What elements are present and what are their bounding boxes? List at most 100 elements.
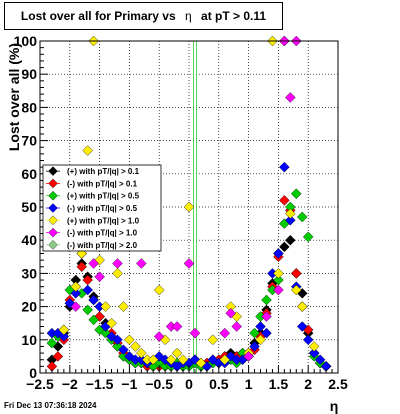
y-tick-label: 90	[21, 66, 37, 82]
data-point-s5	[94, 271, 105, 283]
data-point-s3	[285, 214, 296, 226]
data-point-s3	[314, 354, 326, 366]
data-point-s3	[82, 284, 93, 296]
data-point-s4	[285, 208, 296, 219]
data-point-s4	[130, 341, 141, 352]
legend-label: (+) with pT/|q| > 0.1	[67, 167, 140, 176]
x-tick-label: 2.5	[328, 376, 348, 392]
data-point-s1	[290, 268, 302, 279]
data-point-s4	[296, 301, 308, 312]
data-point-s5	[225, 307, 237, 319]
data-point-s2	[302, 231, 314, 243]
data-point-s2	[296, 211, 308, 223]
data-point-s5	[189, 327, 201, 339]
legend-label: (+) with pT/|q| > 1.0	[67, 216, 140, 225]
x-tick-label: −1.5	[86, 376, 114, 392]
x-axis-title: η	[330, 398, 339, 414]
data-point-s0	[279, 241, 290, 253]
data-point-s5	[183, 258, 195, 269]
data-point-s3	[255, 321, 266, 332]
y-tick-label: 100	[14, 33, 38, 49]
data-point-s3	[273, 248, 284, 259]
y-tick-label: 0	[29, 365, 37, 381]
data-point-s3	[249, 341, 260, 352]
data-point-s4	[195, 357, 207, 369]
data-point-s4	[171, 347, 183, 359]
x-tick-label: 0.5	[209, 376, 229, 392]
data-point-s4	[153, 284, 165, 296]
data-point-s5	[153, 331, 165, 342]
axes: −2.5 −2 −1.5 −1 −0.5 0 0.5 1 1.5 2 2.5 0 10 20 30 40 50 6…	[6, 33, 348, 414]
y-tick-label: 70	[21, 133, 37, 149]
y-tick-label: 30	[21, 265, 37, 281]
x-tick-label: −1	[121, 376, 137, 392]
data-point-s5	[136, 258, 147, 269]
x-tick-label: −2.5	[26, 376, 54, 392]
legend-label: (+) with pT/|q| > 0.5	[67, 192, 140, 201]
data-point-s4	[165, 354, 177, 366]
data-point-s4	[70, 281, 82, 292]
x-tick-label: 2	[304, 376, 312, 392]
chart-title-main: Lost over all for Primary vs	[20, 9, 176, 23]
data-point-s3	[308, 347, 320, 359]
data-point-s2	[249, 327, 260, 339]
data-point-s4	[118, 301, 129, 312]
data-point-s5	[219, 327, 231, 339]
data-point-s4	[112, 268, 123, 279]
data-point-s4	[136, 347, 147, 359]
data-point-s4	[147, 354, 159, 366]
data-point-s3	[302, 334, 314, 346]
y-tick-label: 20	[21, 299, 37, 315]
data-point-s4	[58, 324, 70, 336]
y-tick-label: 50	[21, 199, 37, 215]
data-point-s4	[100, 301, 111, 312]
data-point-s3	[112, 334, 123, 346]
data-point-s4	[255, 334, 266, 346]
data-point-s4	[290, 284, 302, 296]
legend-label: (-) with pT/|q| > 2.0	[67, 241, 138, 250]
x-tick-label: 1	[245, 376, 253, 392]
y-tick-label: 60	[21, 166, 37, 182]
x-tick-label: −0.5	[145, 376, 173, 392]
chart-title-eta: η	[185, 9, 192, 23]
legend: (+) with pT/|q| > 0.1 (-) with pT/|q| > 0…	[42, 164, 162, 252]
data-point-s4	[273, 268, 284, 279]
y-axis-title: Lost over all (%)	[6, 43, 22, 151]
data-point-s1	[76, 261, 88, 273]
data-point-s5	[285, 92, 296, 103]
data-point-s3	[118, 344, 129, 356]
data-point-s5	[171, 321, 183, 332]
data-point-s2	[261, 294, 272, 306]
timestamp: Fri Dec 13 07:36:18 2024	[4, 401, 97, 410]
x-tick-label: 0	[185, 376, 193, 392]
data-point-s3	[279, 161, 290, 173]
legend-label: (-) with pT/|q| > 0.5	[67, 204, 138, 213]
data-point-s4	[207, 334, 219, 346]
data-point-s4	[124, 334, 135, 346]
data-point-s1	[279, 195, 290, 206]
data-point-s3	[58, 331, 70, 342]
y-tick-label: 80	[21, 99, 37, 115]
legend-label: (-) with pT/|q| > 0.1	[67, 179, 138, 188]
data-point-s4	[183, 201, 195, 213]
data-point-s4	[219, 354, 231, 366]
data-point-s5	[273, 284, 284, 296]
data-point-s4	[308, 341, 320, 352]
x-tick-label: 1.5	[269, 376, 289, 392]
data-point-s5	[243, 351, 254, 362]
legend-label: (-) with pT/|q| > 1.0	[67, 229, 138, 238]
data-point-s5	[231, 321, 242, 332]
data-points	[46, 35, 332, 372]
data-point-s5	[70, 301, 82, 312]
data-point-s2	[290, 188, 302, 200]
chart-title-box: Lost over all for Primary vs η at pT > 0…	[4, 2, 283, 30]
data-point-s3	[70, 288, 82, 299]
data-point-s5	[112, 258, 123, 269]
legend-box	[42, 164, 162, 252]
data-point-s5	[88, 258, 99, 269]
data-point-s4	[177, 354, 189, 366]
data-point-s2	[82, 304, 93, 316]
data-point-s4	[82, 145, 93, 156]
data-point-s2	[88, 314, 99, 326]
